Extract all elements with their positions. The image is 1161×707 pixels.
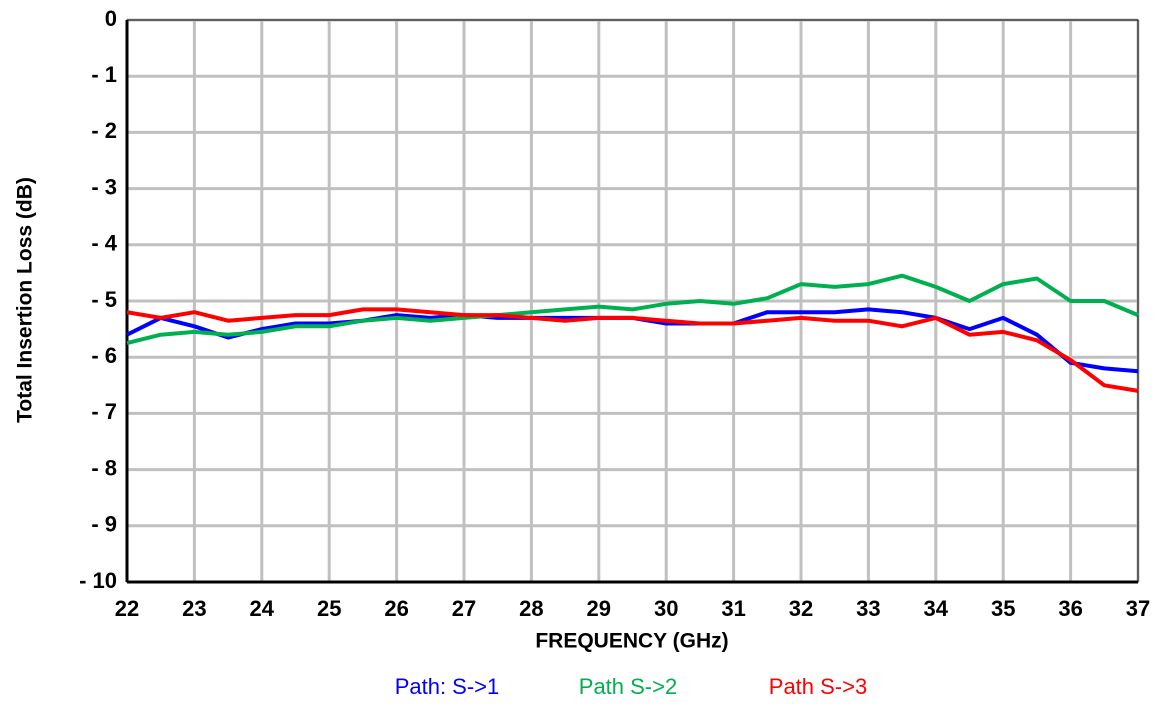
series-line — [126, 307, 1139, 393]
x-tick-label: 24 — [250, 596, 275, 621]
y-tick-label: - 7 — [91, 399, 117, 424]
x-tick-label: 31 — [721, 596, 745, 621]
x-tick-label: 32 — [789, 596, 813, 621]
x-axis-label: FREQUENCY (GHz) — [535, 630, 728, 653]
x-tick-label: 28 — [519, 596, 543, 621]
y-tick-label: - 9 — [91, 512, 117, 537]
y-tick-label: - 1 — [91, 62, 117, 87]
y-tick-label: - 3 — [91, 174, 117, 199]
x-tick-label: 33 — [856, 596, 880, 621]
y-tick-label: - 8 — [91, 455, 117, 480]
x-tick-label: 25 — [317, 596, 341, 621]
x-tick-label: 37 — [1126, 596, 1150, 621]
y-tick-label: 0 — [105, 6, 117, 31]
y-tick-label: - 4 — [91, 231, 117, 256]
y-tick-label: - 5 — [91, 287, 117, 312]
legend-entry: Path S->3 — [769, 674, 867, 699]
y-tick-label: - 2 — [91, 118, 117, 143]
x-tick-label: 36 — [1058, 596, 1082, 621]
x-tick-label: 23 — [182, 596, 206, 621]
series-line — [126, 273, 1139, 346]
legend-entry: Path S->2 — [579, 674, 677, 699]
x-tick-label: 27 — [452, 596, 476, 621]
x-tick-label: 35 — [991, 596, 1015, 621]
x-tick-label: 29 — [587, 596, 611, 621]
x-tick-label: 30 — [654, 596, 678, 621]
x-tick-label: 34 — [924, 596, 949, 621]
x-tick-label: 22 — [115, 596, 139, 621]
y-tick-label: - 10 — [79, 568, 117, 593]
y-tick-label: - 6 — [91, 343, 117, 368]
y-axis-label: Total Insertion Loss (dB) — [14, 177, 37, 423]
legend-entry: Path: S->1 — [395, 674, 500, 699]
x-tick-label: 26 — [384, 596, 408, 621]
